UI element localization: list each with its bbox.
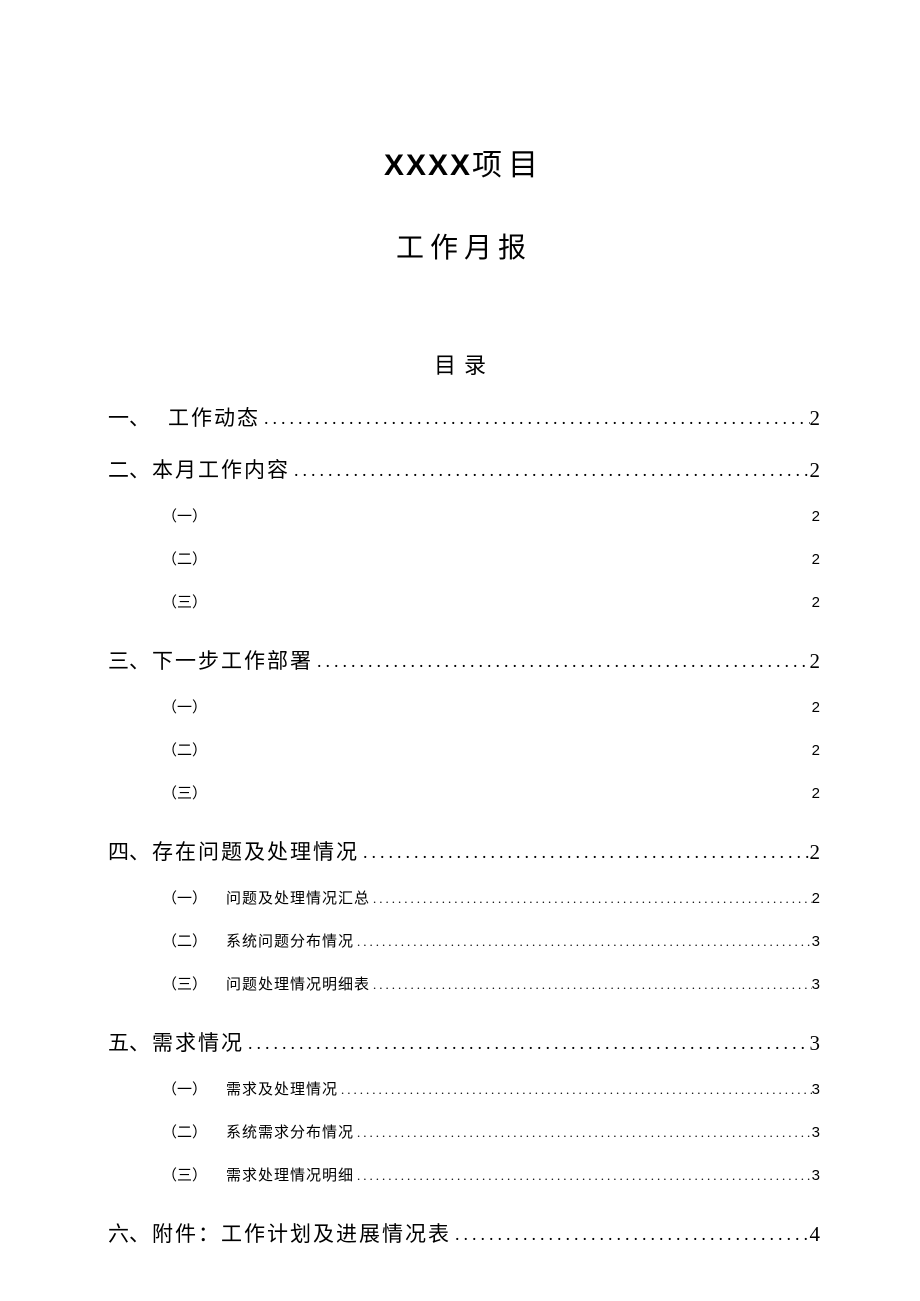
toc-section: 三、下一步工作部署 2 （一） 2 （二） 2 （三） 2 xyxy=(108,645,820,814)
toc-leader-dots xyxy=(354,1125,812,1141)
toc-entry-page: 2 xyxy=(810,649,821,674)
toc-level1-entry: 二、本月工作内容 2 xyxy=(108,454,820,484)
toc-level1-entry: 五、需求情况 3 xyxy=(108,1027,820,1057)
toc-level2-entry: （三）需求处理情况明细 3 xyxy=(162,1153,820,1196)
toc-entry-page: 3 xyxy=(810,1031,821,1056)
toc-subentry-number: （一） xyxy=(162,505,226,526)
toc-subentry-page: 3 xyxy=(812,976,820,993)
toc-entry-label: 工作动态 xyxy=(168,402,260,432)
toc-subentry-page: 2 xyxy=(812,785,820,802)
toc-subentry-number: （一） xyxy=(162,696,226,717)
toc-section: 四、存在问题及处理情况2（一）问题及处理情况汇总2（二）系统问题分布情况3（三）… xyxy=(108,836,820,1005)
toc-level2-entry: （一）问题及处理情况汇总 2 xyxy=(162,876,820,919)
toc-level1-entry: 六、附件：工作计划及进展情况表 4 xyxy=(108,1218,820,1248)
toc-level2-entry: （二）系统问题分布情况 3 xyxy=(162,919,820,962)
toc-subentry-number: （三） xyxy=(162,591,226,612)
document-title: XXXX项目 xyxy=(108,140,820,184)
toc-level2-entry: （一）需求及处理情况 3 xyxy=(162,1067,820,1110)
toc-subentry-label: 系统需求分布情况 xyxy=(226,1121,354,1142)
table-of-contents: 一、工作动态2二、本月工作内容2（一）2（二）2（三）2三、下一步工作部署2（一… xyxy=(108,402,820,1248)
toc-entry-number: 六、 xyxy=(108,1218,150,1248)
toc-leader-dots xyxy=(260,408,810,429)
toc-heading: 目录 xyxy=(108,348,820,380)
toc-subentry-page: 3 xyxy=(812,1081,820,1098)
toc-subentry-page: 2 xyxy=(812,699,820,716)
toc-leader-dots xyxy=(354,1168,812,1184)
toc-subentry-page: 2 xyxy=(812,742,820,759)
toc-leader-dots xyxy=(359,842,810,863)
toc-level1-entry: 一、工作动态 2 xyxy=(108,402,820,432)
toc-subentry-number: （三） xyxy=(162,973,226,994)
toc-entry-number: 三、 xyxy=(108,645,150,675)
toc-level2-entry: （三） 2 xyxy=(162,771,820,814)
toc-subentry-number: （一） xyxy=(162,887,226,908)
toc-leader-dots xyxy=(451,1224,810,1245)
toc-level1-entry: 四、存在问题及处理情况 2 xyxy=(108,836,820,866)
toc-level2-entry: （三）问题处理情况明细表 3 xyxy=(162,962,820,1005)
toc-subentry-label: 需求处理情况明细 xyxy=(226,1164,354,1185)
toc-subentry-page: 3 xyxy=(812,1124,820,1141)
toc-entry-number: 二、 xyxy=(108,454,150,484)
toc-subentry-number: （二） xyxy=(162,930,226,951)
toc-subentry-page: 2 xyxy=(812,508,820,525)
project-name: XXXX xyxy=(384,149,472,182)
toc-leader-dots xyxy=(244,1033,810,1054)
toc-entry-label: 存在问题及处理情况 xyxy=(152,836,359,866)
toc-entry-number: 四、 xyxy=(108,836,150,866)
toc-section: 六、附件：工作计划及进展情况表 4 xyxy=(108,1218,820,1248)
toc-entry-page: 2 xyxy=(810,406,821,431)
toc-level2-entry: （一） 2 xyxy=(162,685,820,728)
toc-level2-entry: （二） 2 xyxy=(162,728,820,771)
toc-entry-page: 4 xyxy=(810,1222,821,1247)
toc-leader-dots xyxy=(370,977,812,993)
toc-leader-dots xyxy=(313,651,810,672)
toc-level2-entry: （二） 2 xyxy=(162,537,820,580)
toc-subentry-page: 2 xyxy=(812,890,820,907)
title-suffix: 项目 xyxy=(472,149,544,182)
toc-subentry-number: （三） xyxy=(162,782,226,803)
toc-section: 五、需求情况3（一）需求及处理情况3（二）系统需求分布情况3（三）需求处理情况明… xyxy=(108,1027,820,1196)
toc-section: 二、本月工作内容 2 （一） 2 （二） 2 （三） 2 xyxy=(108,454,820,623)
toc-entry-label: 下一步工作部署 xyxy=(152,645,313,675)
toc-entry-number: 五、 xyxy=(108,1027,150,1057)
toc-leader-dots xyxy=(290,460,810,481)
toc-subentry-number: （二） xyxy=(162,739,226,760)
toc-entry-page: 2 xyxy=(810,458,821,483)
toc-entry-page: 2 xyxy=(810,840,821,865)
toc-subentry-number: （二） xyxy=(162,1121,226,1142)
toc-subentry-label: 问题及处理情况汇总 xyxy=(226,887,370,908)
toc-subentry-number: （一） xyxy=(162,1078,226,1099)
toc-entry-label: 需求情况 xyxy=(152,1027,244,1057)
toc-subentry-label: 系统问题分布情况 xyxy=(226,930,354,951)
toc-level2-entry: （二）系统需求分布情况 3 xyxy=(162,1110,820,1153)
toc-entry-label: 附件：工作计划及进展情况表 xyxy=(152,1218,451,1248)
toc-subentry-page: 3 xyxy=(812,933,820,950)
toc-entry-number: 一、 xyxy=(108,402,150,432)
toc-subentry-number: （二） xyxy=(162,548,226,569)
toc-subentry-label: 需求及处理情况 xyxy=(226,1078,338,1099)
toc-leader-dots xyxy=(370,891,812,907)
toc-level2-entry: （一） 2 xyxy=(162,494,820,537)
toc-subentry-number: （三） xyxy=(162,1164,226,1185)
toc-subentry-label: 问题处理情况明细表 xyxy=(226,973,370,994)
toc-leader-dots xyxy=(338,1082,812,1098)
toc-subentry-page: 3 xyxy=(812,1167,820,1184)
toc-level2-entry: （三） 2 xyxy=(162,580,820,623)
toc-subentry-page: 2 xyxy=(812,594,820,611)
toc-section: 一、工作动态 2 xyxy=(108,402,820,432)
document-subtitle: 工作月报 xyxy=(108,226,820,266)
toc-leader-dots xyxy=(354,934,812,950)
toc-subentry-page: 2 xyxy=(812,551,820,568)
toc-entry-label: 本月工作内容 xyxy=(152,454,290,484)
toc-level1-entry: 三、下一步工作部署 2 xyxy=(108,645,820,675)
